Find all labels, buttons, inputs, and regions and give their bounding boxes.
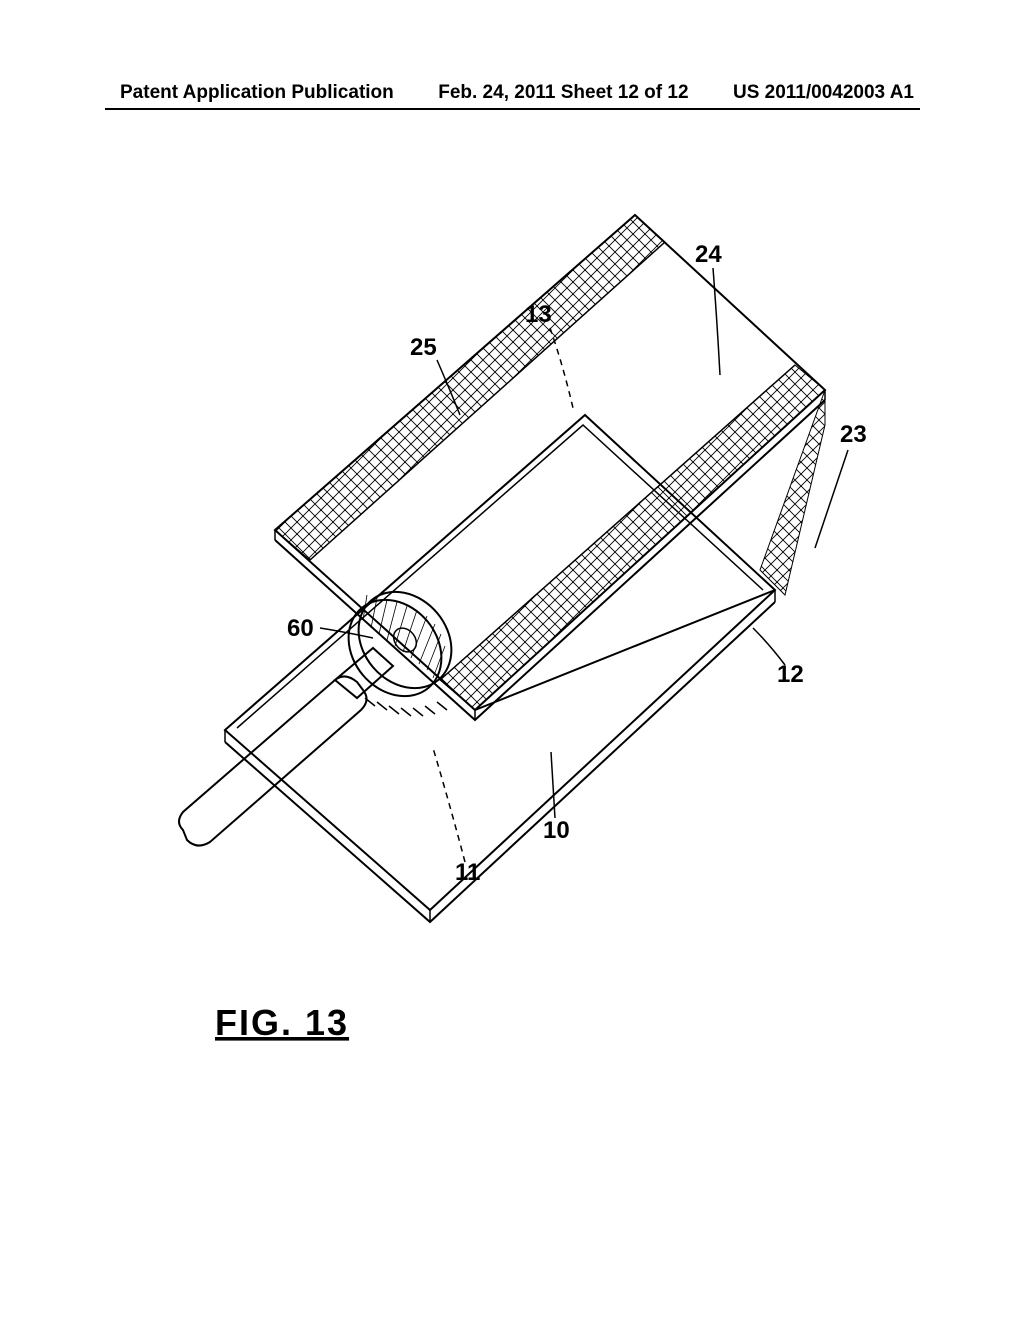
upper-panel — [275, 215, 825, 720]
header-right: US 2011/0042003 A1 — [733, 82, 914, 104]
ref-23: 23 — [840, 421, 867, 448]
ref-25: 25 — [410, 334, 437, 361]
figure-label: FIG. 13 — [215, 1002, 349, 1043]
page-header: Patent Application Publication Feb. 24, … — [0, 82, 1024, 104]
ref-13: 13 — [525, 301, 552, 328]
ref-12: 12 — [777, 661, 804, 688]
roller-tool — [179, 573, 471, 845]
header-left: Patent Application Publication — [120, 82, 394, 104]
ref-60: 60 — [287, 615, 314, 642]
figure-svg: 60 25 13 24 23 12 10 11 FIG. 13 — [105, 150, 920, 1150]
ref-11: 11 — [455, 859, 480, 886]
ref-10: 10 — [543, 817, 570, 844]
patent-figure: 60 25 13 24 23 12 10 11 FIG. 13 — [105, 150, 920, 1150]
header-rule — [105, 108, 920, 110]
header-center: Feb. 24, 2011 Sheet 12 of 12 — [438, 82, 688, 104]
ref-24: 24 — [695, 241, 722, 268]
